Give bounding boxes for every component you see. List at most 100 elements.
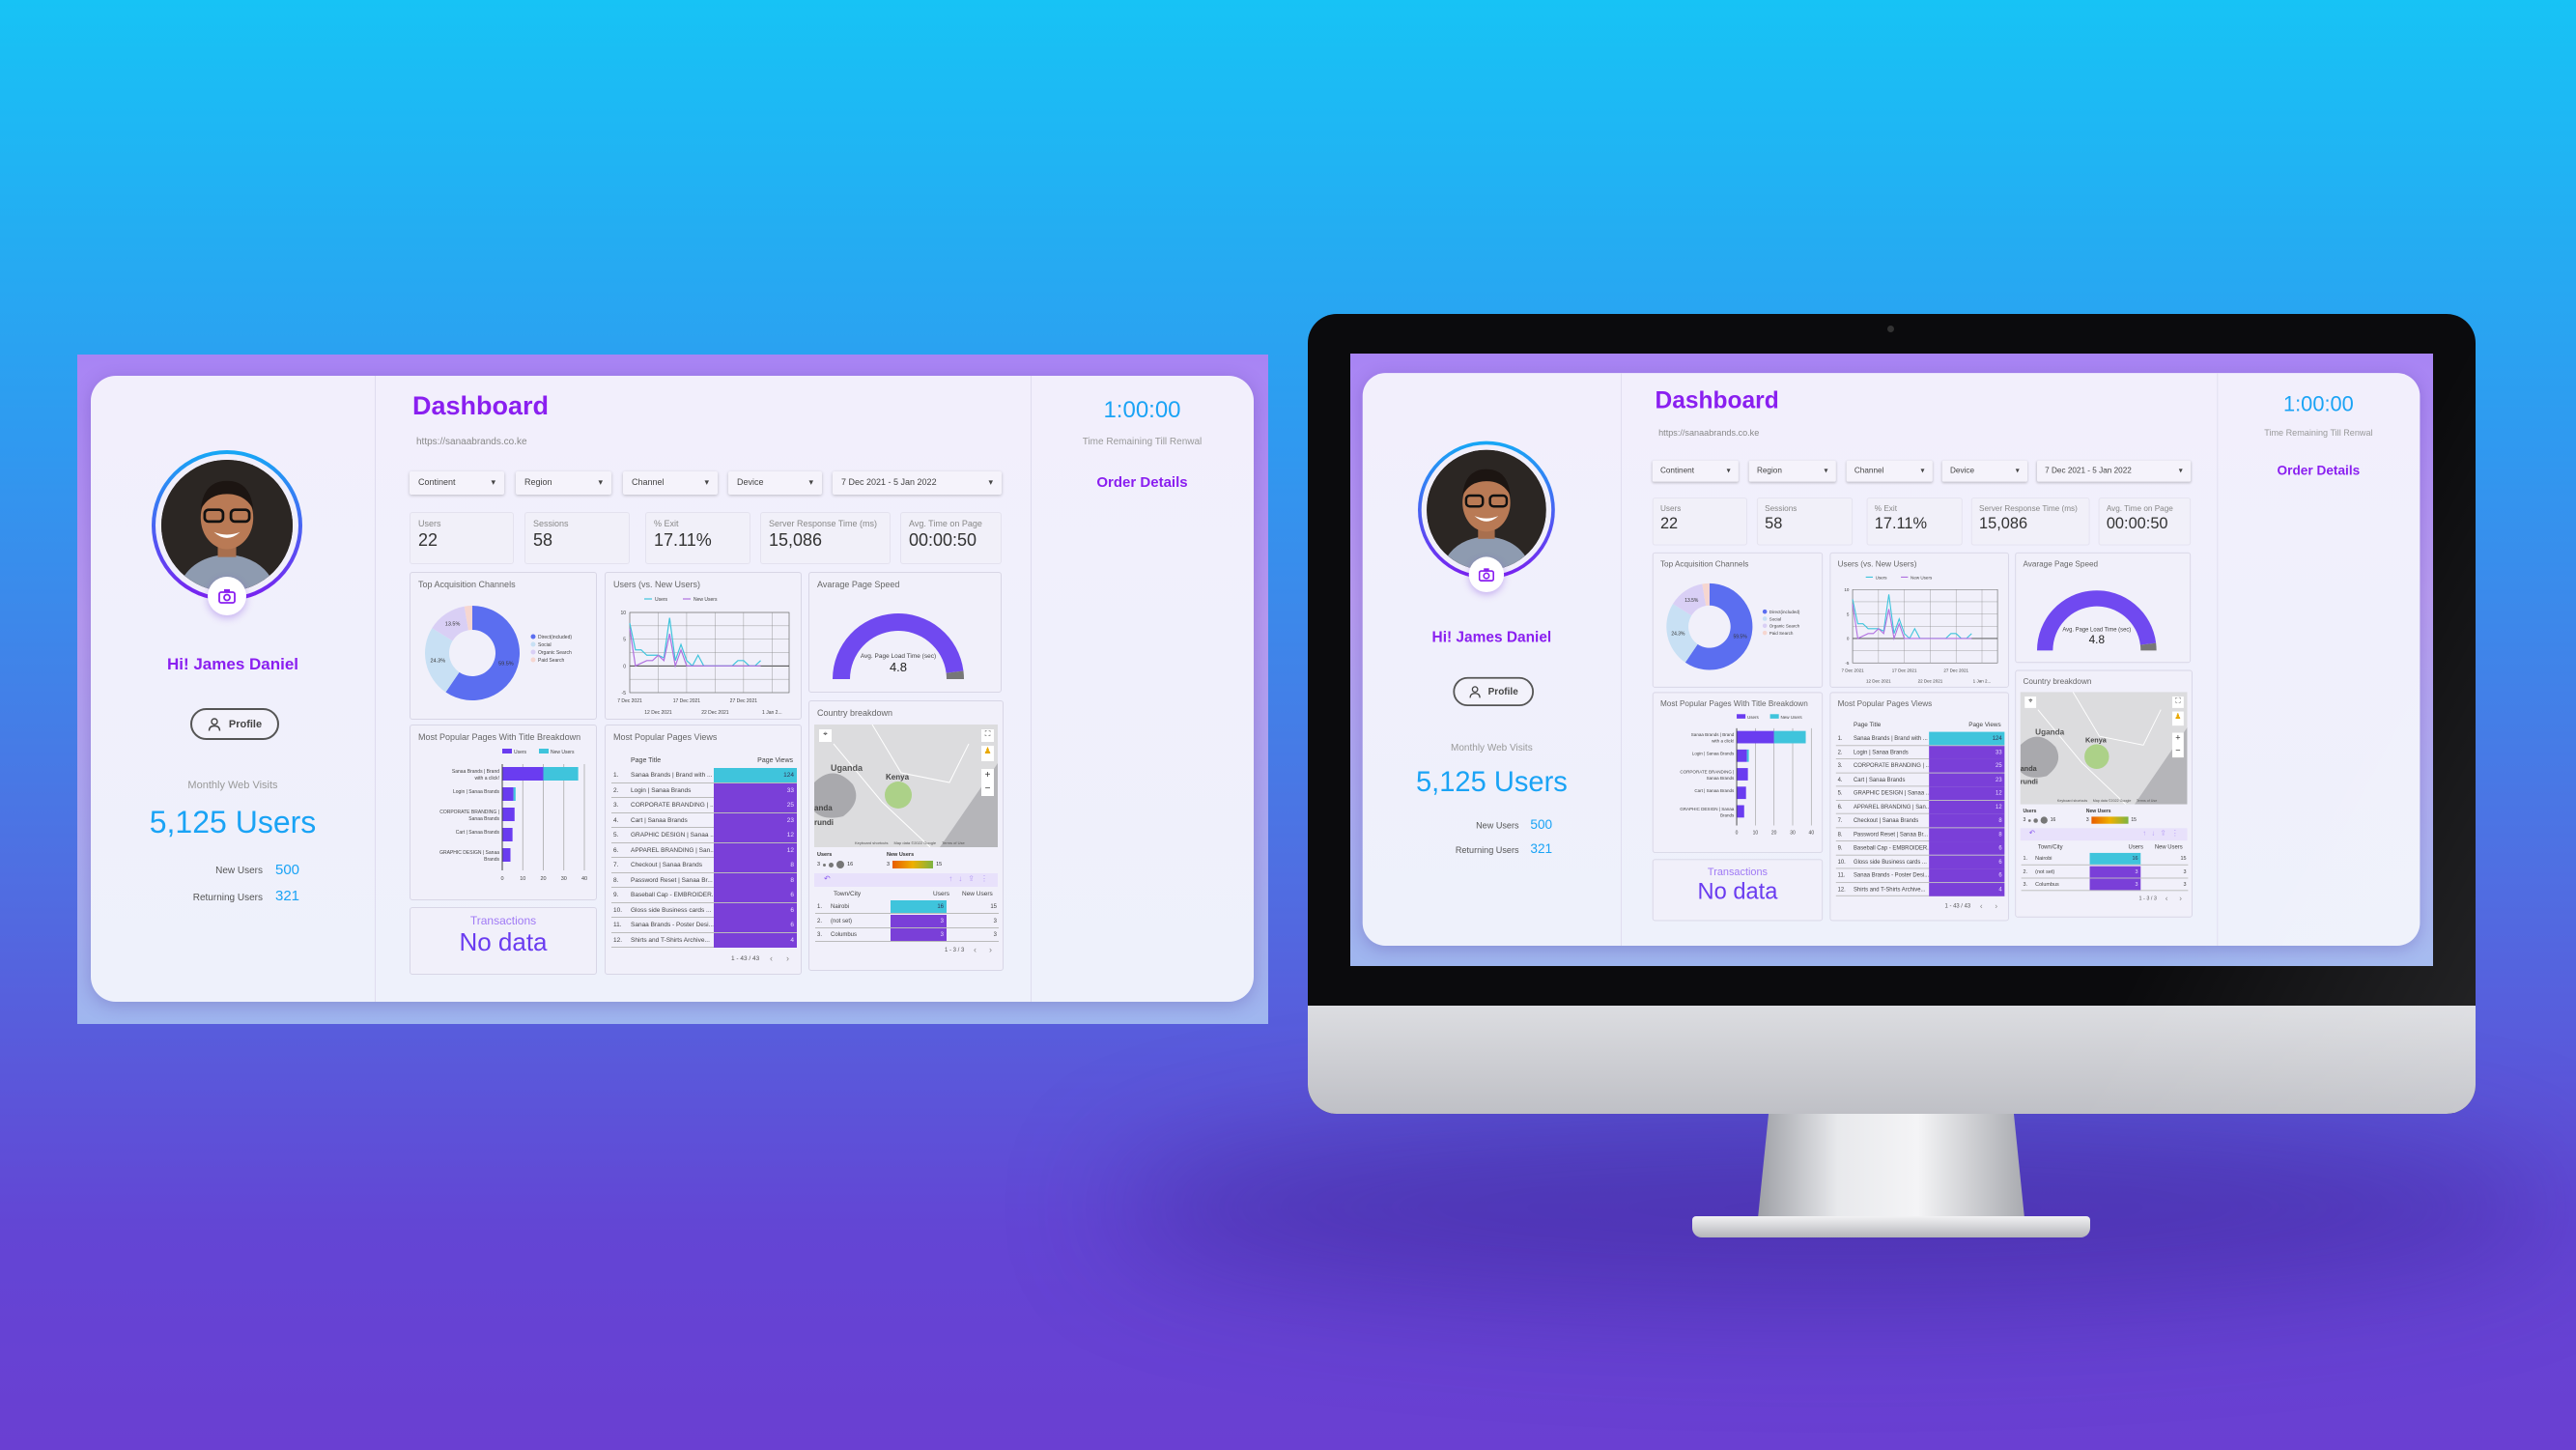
map-attribution[interactable]: Terms of Use	[942, 840, 965, 845]
table-row[interactable]: 2. (not set) 3 3	[2021, 866, 2189, 878]
column-header[interactable]: Town/City	[834, 891, 862, 897]
location-icon[interactable]: ⌖	[2024, 696, 2037, 708]
column-header[interactable]: Page Views	[757, 757, 793, 764]
column-header[interactable]: Page Views	[1968, 722, 2001, 728]
site-url[interactable]: https://sanaabrands.co.ke	[1658, 428, 1760, 439]
table-row[interactable]: 8. Password Reset | Sanaa Br... 8	[611, 872, 797, 888]
fullscreen-icon[interactable]: ⛶	[2172, 696, 2184, 708]
zoom-out-icon[interactable]: −	[2175, 746, 2181, 756]
order-details-link[interactable]: Order Details	[1096, 474, 1188, 491]
sort-up-icon[interactable]: ↑	[948, 874, 953, 883]
filter-channel[interactable]: Channel ▾	[1846, 460, 1933, 482]
undo-icon[interactable]: ↶	[824, 874, 831, 883]
table-row[interactable]: 1. Sanaa Brands | Brand with ... 124	[611, 768, 797, 783]
undo-icon[interactable]: ↶	[2028, 829, 2035, 838]
prev-page-icon[interactable]: ‹	[770, 953, 773, 963]
table-row[interactable]: 7. Checkout | Sanaa Brands 8	[1835, 813, 2005, 828]
table-row[interactable]: 1. Sanaa Brands | Brand with ... 124	[1835, 731, 2005, 746]
sort-down-icon[interactable]: ↓	[2151, 829, 2156, 838]
table-row[interactable]: 2. (not set) 3 3	[815, 914, 999, 928]
table-row[interactable]: 10. Gloss side Business cards ... 6	[1835, 855, 2005, 869]
site-url[interactable]: https://sanaabrands.co.ke	[416, 437, 527, 447]
table-row[interactable]: 10. Gloss side Business cards ... 6	[611, 902, 797, 918]
filter-date-range[interactable]: 7 Dec 2021 - 5 Jan 2022 ▾	[833, 471, 1002, 495]
table-row[interactable]: 8. Password Reset | Sanaa Br... 8	[1835, 827, 2005, 842]
column-header[interactable]: Users	[933, 891, 949, 897]
camera-button[interactable]	[1468, 556, 1505, 593]
map[interactable]: Uganda Kenya anda rundi ⌖ ⛶ ♟ + − Keyboar…	[2020, 692, 2188, 805]
filter-continent[interactable]: Continent ▾	[1652, 460, 1739, 482]
prev-page-icon[interactable]: ‹	[2165, 894, 2168, 903]
column-header[interactable]: Town/City	[2037, 843, 2063, 851]
dropdown-arrow-icon: ▾	[598, 477, 603, 487]
table-row[interactable]: 5. GRAPHIC DESIGN | Sanaa ... 12	[1835, 786, 2005, 801]
profile-button[interactable]: Profile	[1453, 676, 1535, 707]
next-page-icon[interactable]: ›	[2179, 894, 2182, 902]
filter-device[interactable]: Device ▾	[1941, 460, 2027, 482]
map-attribution[interactable]: Keyboard shortcuts	[855, 840, 889, 845]
map-attribution[interactable]: Keyboard shortcuts	[2056, 798, 2088, 803]
order-details-link[interactable]: Order Details	[2277, 463, 2361, 479]
export-icon[interactable]: ⇪	[968, 874, 975, 883]
table-row[interactable]: 11. Sanaa Brands - Poster Desi... 6	[1835, 868, 2005, 883]
table-row[interactable]: 3. CORPORATE BRANDING | ... 25	[611, 798, 797, 813]
table-row[interactable]: 9. Baseball Cap - EMBROIDER... 6	[1835, 841, 2005, 856]
table-row[interactable]: 6. APPAREL BRANDING | San... 12	[611, 842, 797, 858]
avatar[interactable]	[1418, 441, 1555, 580]
row-index: 9.	[1837, 844, 1843, 852]
sort-up-icon[interactable]: ↑	[2142, 829, 2147, 838]
map-bubble[interactable]	[885, 782, 912, 809]
pegman-icon[interactable]: ♟	[2172, 711, 2184, 726]
column-header[interactable]: New Users	[2154, 843, 2183, 851]
table-row[interactable]: 7. Checkout | Sanaa Brands 8	[611, 858, 797, 873]
more-icon[interactable]: ⋮	[980, 874, 988, 883]
avatar[interactable]	[152, 450, 302, 601]
more-icon[interactable]: ⋮	[2171, 829, 2179, 838]
table-row[interactable]: 1. Nairobi 16 15	[2021, 852, 2189, 866]
pegman-icon[interactable]: ♟	[981, 746, 994, 761]
location-icon[interactable]: ⌖	[819, 729, 832, 742]
table-row[interactable]: 4. Cart | Sanaa Brands 23	[611, 812, 797, 828]
column-header[interactable]: Page Title	[631, 757, 662, 764]
export-icon[interactable]: ⇪	[2160, 829, 2166, 838]
filter-channel[interactable]: Channel ▾	[623, 471, 718, 495]
prev-page-icon[interactable]: ‹	[974, 945, 977, 954]
map-bubble[interactable]	[2084, 744, 2109, 770]
zoom-controls[interactable]: + −	[981, 769, 994, 796]
table-row[interactable]: 2. Login | Sanaa Brands 33	[611, 782, 797, 798]
filter-continent[interactable]: Continent ▾	[410, 471, 504, 495]
next-page-icon[interactable]: ›	[786, 953, 789, 963]
fullscreen-icon[interactable]: ⛶	[981, 729, 994, 742]
table-row[interactable]: 3. Columbus 3 3	[815, 928, 999, 942]
table-row[interactable]: 3. CORPORATE BRANDING | ... 25	[1835, 758, 2005, 774]
sort-down-icon[interactable]: ↓	[958, 874, 963, 883]
camera-button[interactable]	[208, 577, 246, 615]
table-row[interactable]: 12. Shirts and T-Shirts Archive... 4	[1835, 882, 2005, 896]
table-row[interactable]: 9. Baseball Cap - EMBROIDER... 6	[611, 888, 797, 903]
filter-region[interactable]: Region ▾	[516, 471, 611, 495]
table-row[interactable]: 1. Nairobi 16 15	[815, 900, 999, 914]
table-row[interactable]: 6. APPAREL BRANDING | San... 12	[1835, 800, 2005, 814]
column-header[interactable]: New Users	[962, 891, 993, 897]
filter-region[interactable]: Region ▾	[1748, 460, 1836, 482]
map[interactable]: Uganda Kenya anda rundi ⌖ ⛶ ♟ + − Keyboar…	[814, 725, 998, 847]
zoom-out-icon[interactable]: −	[984, 783, 991, 794]
table-row[interactable]: 12. Shirts and T-Shirts Archive... 4	[611, 932, 797, 948]
profile-button[interactable]: Profile	[190, 708, 279, 740]
filter-device[interactable]: Device ▾	[728, 471, 822, 495]
filter-date-range[interactable]: 7 Dec 2021 - 5 Jan 2022 ▾	[2036, 460, 2192, 482]
column-header[interactable]: Users	[2128, 843, 2143, 851]
next-page-icon[interactable]: ›	[989, 945, 992, 954]
table-row[interactable]: 3. Columbus 3 3	[2021, 878, 2189, 892]
zoom-controls[interactable]: + −	[2172, 732, 2184, 758]
table-row[interactable]: 2. Login | Sanaa Brands 33	[1835, 745, 2005, 759]
table-row[interactable]: 4. Cart | Sanaa Brands 23	[1835, 773, 2005, 787]
prev-page-icon[interactable]: ‹	[1979, 901, 1983, 911]
zoom-in-icon[interactable]: +	[2175, 733, 2181, 744]
table-row[interactable]: 11. Sanaa Brands - Poster Desi... 6	[611, 918, 797, 933]
zoom-in-icon[interactable]: +	[984, 770, 991, 781]
map-attribution[interactable]: Terms of Use	[2136, 798, 2158, 803]
next-page-icon[interactable]: ›	[1995, 901, 1998, 911]
table-row[interactable]: 5. GRAPHIC DESIGN | Sanaa ... 12	[611, 828, 797, 843]
column-header[interactable]: Page Title	[1853, 722, 1882, 728]
